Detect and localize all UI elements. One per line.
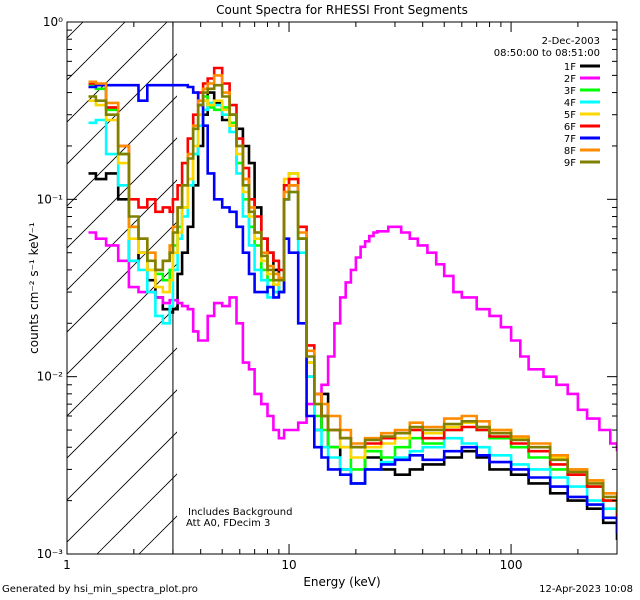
x-axis-label: Energy (keV) [303, 575, 380, 589]
series-line-2F [88, 225, 617, 452]
legend-label-4F: 4F [564, 98, 576, 109]
annotation-attenuator: Att A0, FDecim 3 [186, 518, 270, 529]
footer-left: Generated by hsi_min_spectra_plot.pro [2, 584, 198, 595]
hatch-line [0, 0, 27, 554]
hatch-line [67, 431, 177, 543]
plot-frame [66, 21, 618, 555]
x-tick-label: 10 [281, 558, 296, 572]
x-tick-label: 1 [63, 558, 71, 572]
series-line-1F [88, 91, 617, 540]
legend-label-2F: 2F [564, 74, 576, 85]
series-line-8F [88, 74, 617, 509]
legend-label-1F: 1F [564, 62, 576, 73]
hatch-line [67, 95, 177, 207]
y-tick-label: 10⁻¹ [37, 192, 64, 206]
hatch-line [67, 53, 177, 165]
series-line-3F [88, 83, 617, 518]
hatch-line [67, 263, 177, 375]
hatch-line [67, 389, 177, 501]
legend-label-9F: 9F [564, 158, 576, 169]
hatch-line [67, 179, 177, 291]
hatch-line [67, 305, 177, 417]
time-range-label: 08:50:00 to 08:51:00 [494, 48, 600, 59]
footer-right: 12-Apr-2023 10:08 [539, 584, 633, 595]
hatch-line [67, 221, 177, 333]
x-tick-label: 100 [500, 558, 523, 572]
legend-label-8F: 8F [564, 146, 576, 157]
chart-title: Count Spectra for RHESSI Front Segments [216, 3, 468, 17]
series-line-6F [88, 66, 617, 523]
series-line-9F [88, 83, 617, 514]
y-tick-label: 10⁻² [37, 370, 64, 384]
y-tick-label: 10⁰ [43, 15, 63, 29]
y-tick-label: 10⁻³ [37, 547, 64, 561]
date-label: 2-Dec-2003 [542, 36, 600, 47]
hatched-region [0, 0, 177, 554]
legend-label-5F: 5F [564, 110, 576, 121]
legend-label-7F: 7F [564, 134, 576, 145]
y-axis-label: counts cm⁻² s⁻¹ keV⁻¹ [27, 222, 41, 354]
legend-label-6F: 6F [564, 122, 576, 133]
annotation-background: Includes Background [188, 507, 292, 518]
hatch-line [67, 22, 168, 123]
series-line-4F [88, 101, 617, 523]
legend-label-3F: 3F [564, 86, 576, 97]
